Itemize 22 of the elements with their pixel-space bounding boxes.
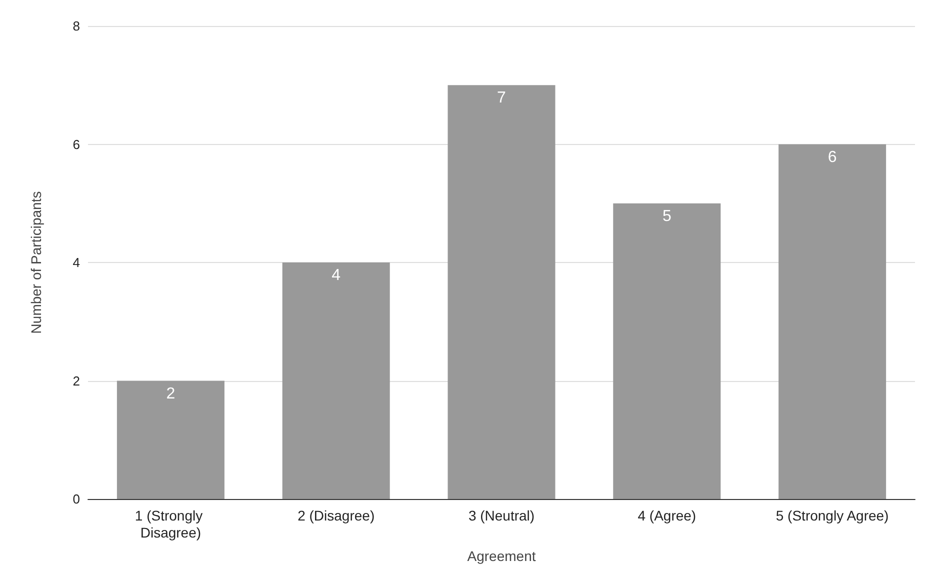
y-tick-label: 6 [72, 136, 80, 152]
x-tick-label: 5 (Strongly Agree) [776, 508, 889, 524]
x-tick-label: 2 (Disagree) [298, 508, 375, 524]
x-tick-label: 3 (Neutral) [468, 508, 535, 524]
data-label: 5 [662, 208, 672, 225]
bar [613, 203, 721, 499]
x-tick-label: 4 (Agree) [638, 508, 696, 524]
data-label: 4 [332, 267, 341, 284]
y-tick-label: 2 [72, 373, 80, 388]
y-tick-label: 4 [72, 255, 80, 270]
data-label: 6 [828, 148, 837, 166]
x-axis-title: Agreement [467, 548, 536, 564]
y-tick-label: 8 [72, 18, 80, 34]
bar [778, 144, 886, 499]
bar [116, 380, 224, 499]
y-axis-title: Number of Participants [28, 191, 44, 334]
bar [448, 85, 556, 499]
data-label: 7 [497, 90, 506, 107]
data-label: 2 [166, 385, 176, 402]
y-tick-label: 0 [72, 492, 80, 506]
bar [282, 262, 390, 499]
x-tick-label: 1 (Strongly Disagree) [134, 508, 206, 540]
